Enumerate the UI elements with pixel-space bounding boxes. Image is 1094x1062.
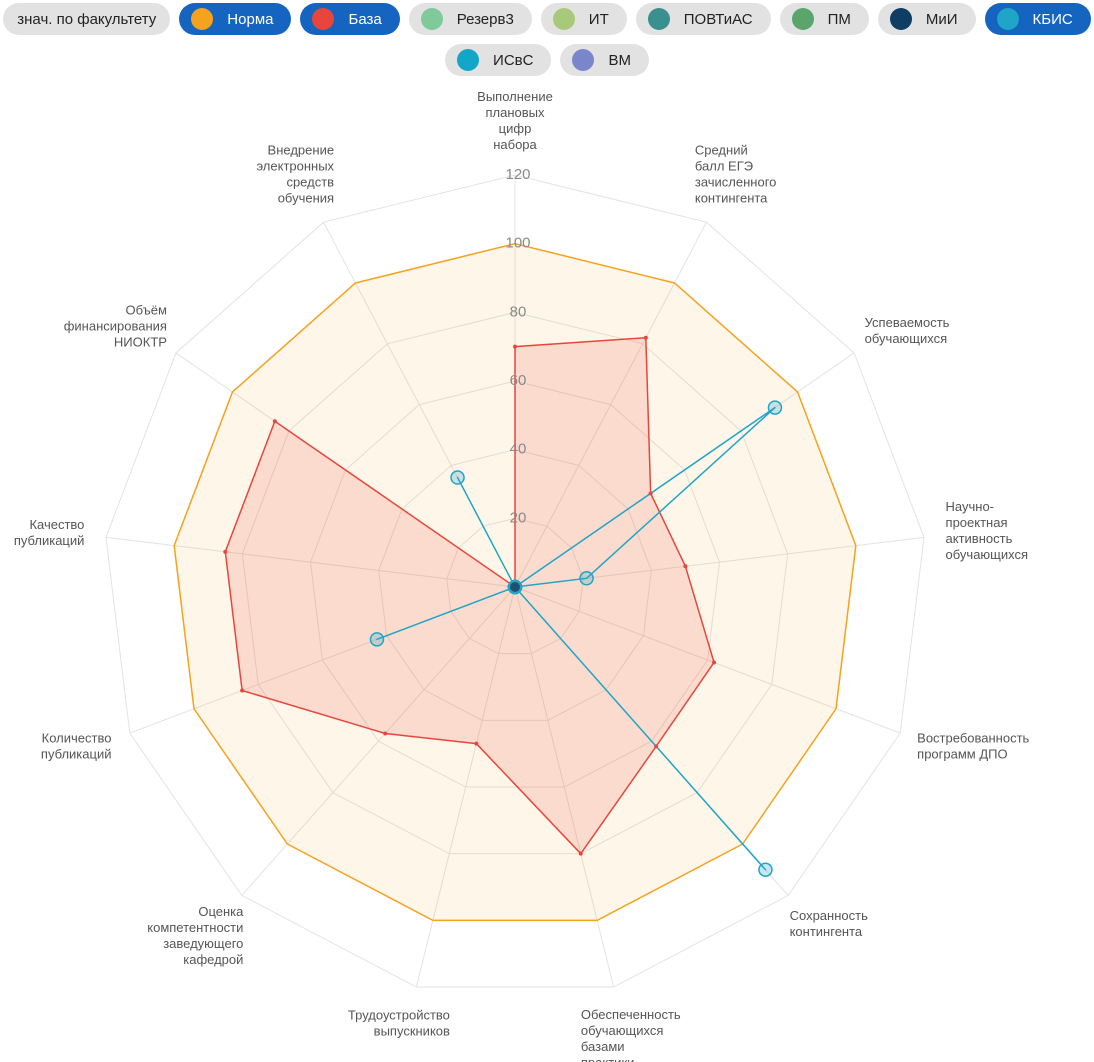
- legend-item[interactable]: ВМ: [560, 44, 649, 76]
- legend-item[interactable]: База: [300, 3, 400, 35]
- point: [767, 400, 783, 415]
- point: [643, 335, 648, 340]
- grid-ring: [105, 174, 925, 988]
- r-tick-label: 60: [510, 372, 527, 389]
- axis-label: Трудоустройство выпускников: [347, 1007, 450, 1039]
- point: [683, 564, 688, 569]
- series-area: [376, 406, 776, 871]
- grid-ring: [378, 449, 652, 721]
- legend-dot: [191, 8, 214, 30]
- axis-label: Обеспеченность обучающихся базами практи…: [580, 1007, 681, 1062]
- axis-label: Сохранность контингента: [789, 907, 868, 939]
- r-tick-label: 40: [510, 441, 527, 458]
- legend-label: Норма: [227, 10, 274, 28]
- grid-ring: [241, 311, 789, 855]
- point: [758, 862, 773, 877]
- point: [579, 571, 594, 586]
- legend-item[interactable]: КБИС: [984, 3, 1091, 35]
- point: [578, 851, 583, 856]
- legend-item[interactable]: ПМ: [779, 3, 869, 35]
- point: [383, 731, 388, 736]
- r-tick-label: 80: [510, 303, 527, 320]
- point: [513, 344, 517, 349]
- legend-label: ИСвС: [493, 51, 534, 69]
- point: [648, 491, 653, 496]
- point: [712, 660, 717, 665]
- legend-dot: [552, 8, 575, 30]
- axis-label: Средний балл ЕГЭ зачисленного контингент…: [694, 142, 777, 206]
- legend-dot: [996, 8, 1019, 30]
- legend: знач. по факультету Норма База Резерв3 ИТ ПОВ…: [0, 3, 1094, 76]
- grid-ring: [309, 380, 721, 788]
- point: [654, 744, 659, 749]
- axis-label: Востребованность программ ДПО: [917, 730, 1030, 762]
- point: [369, 632, 385, 647]
- legend-dot: [312, 8, 335, 30]
- axis-label: Оценка компетентности заведующего кафедр…: [147, 903, 244, 967]
- legend-toggle[interactable]: знач. по факультету: [3, 3, 171, 35]
- legend-label: ВМ: [608, 51, 631, 69]
- legend-label: КБИС: [1032, 10, 1073, 28]
- legend-dot: [647, 8, 670, 30]
- legend-label: Резерв3: [456, 10, 514, 28]
- legend-label: ПМ: [827, 10, 851, 28]
- center: [510, 582, 520, 592]
- point: [223, 549, 228, 554]
- r-tick-label: 100: [505, 235, 530, 252]
- legend-item[interactable]: ИСвС: [445, 44, 552, 76]
- legend-dot: [889, 8, 912, 30]
- axis-label: Объём финансирования НИОКТР: [63, 302, 167, 350]
- r-tick-label: 120: [505, 166, 530, 183]
- legend-item[interactable]: Норма: [179, 3, 292, 35]
- legend-item[interactable]: ПОВТиАС: [635, 3, 771, 35]
- legend-dot: [572, 49, 595, 71]
- legend-dot: [791, 8, 814, 30]
- point: [240, 688, 245, 693]
- r-tick-label: 20: [510, 509, 527, 526]
- point: [474, 741, 479, 746]
- axis-label: Успеваемость обучающихся: [864, 315, 950, 347]
- legend-label: ИТ: [588, 10, 609, 28]
- legend-dot: [457, 49, 480, 71]
- point: [450, 470, 465, 485]
- axis-label: Внедрение электронных средств обучения: [256, 142, 335, 206]
- legend-label: ПОВТиАС: [683, 10, 753, 28]
- axis-label: Качество публикаций: [13, 516, 85, 548]
- legend-item[interactable]: ИТ: [540, 3, 627, 35]
- axis-label: Научно-проектная активность обучающихся: [945, 498, 1029, 562]
- legend-item[interactable]: Резерв3: [408, 3, 532, 35]
- axis-label: Выполнение плановых цифр набора: [477, 89, 553, 152]
- legend-item[interactable]: МиИ: [877, 3, 976, 35]
- grid-ring: [446, 517, 584, 655]
- legend-label: База: [348, 10, 382, 28]
- legend-label: МиИ: [925, 10, 958, 28]
- point: [272, 419, 277, 424]
- axis-label: Количество публикаций: [40, 730, 112, 762]
- legend-dot: [420, 8, 443, 30]
- series-area: [224, 336, 715, 855]
